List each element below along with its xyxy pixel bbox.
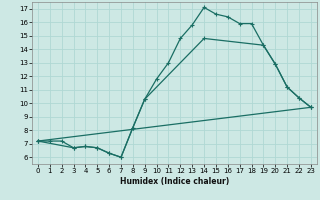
X-axis label: Humidex (Indice chaleur): Humidex (Indice chaleur) — [120, 177, 229, 186]
